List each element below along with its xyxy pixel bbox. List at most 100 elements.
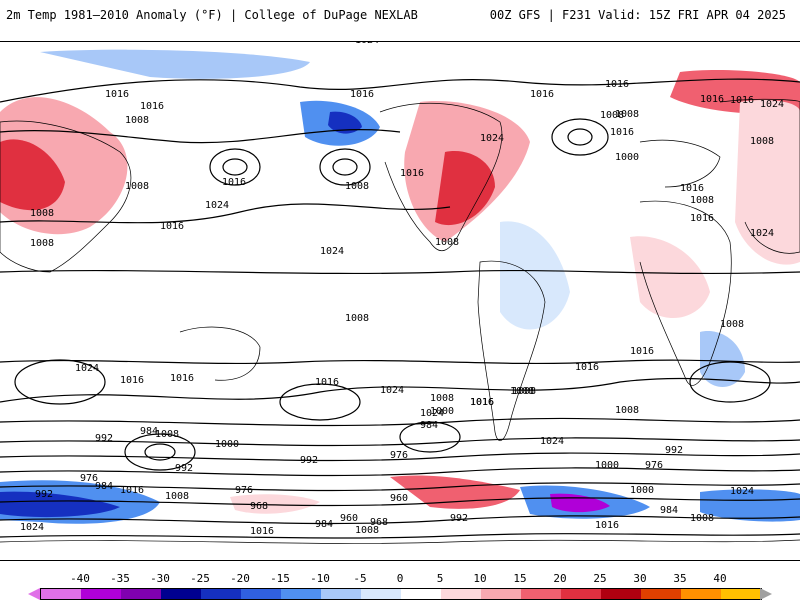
anomaly-map: 1024 1016 1016 1008 1016 1008 1016 1008 1016 1024…	[0, 42, 800, 544]
colorbar-tick-label: 30	[633, 572, 647, 585]
warm-anomaly-area	[435, 151, 495, 226]
map-panel: 1024 1016 1016 1008 1016 1008 1016 1008 1016 1024…	[0, 41, 800, 561]
antarctica-outline	[0, 539, 800, 544]
isobar-label: 1016	[160, 221, 184, 232]
colorbar-right-tip	[760, 588, 772, 600]
isobar-label: 1016	[120, 485, 144, 496]
isobar-label: 1024	[750, 228, 774, 239]
isobar-label: 1008	[430, 393, 454, 404]
isobar-label: 1008	[155, 429, 179, 440]
colorbar-tick-label: 0	[396, 572, 404, 585]
colorbar-segment	[201, 589, 241, 599]
isobar-label: 1016	[680, 183, 704, 194]
isobar-label: 1016	[700, 94, 724, 105]
isobar-label: 1008	[30, 238, 54, 249]
isobar-label: 984	[95, 481, 113, 492]
isobar-label: 1016	[470, 397, 494, 408]
isobar-label: 960	[390, 493, 408, 504]
isobar-label: 968	[370, 517, 388, 528]
colorbar-legend: -40 -35 -30 -25 -20 -15 -10 -5 0 5 10 15 20 25 30 35 40	[0, 572, 800, 600]
isobar-label: 1008	[435, 237, 459, 248]
anomaly-shading	[0, 49, 800, 524]
isobar-label: 1016	[350, 89, 374, 100]
isobar-label: 1000	[615, 152, 639, 163]
isobar-label: 1000	[630, 485, 654, 496]
isobar-label: 1016	[610, 127, 634, 138]
colorbar-tick-label: -40	[70, 572, 90, 585]
warm-anomaly-area	[230, 494, 320, 514]
isobar-label: 1024	[320, 246, 344, 257]
isobar-label: 976	[645, 460, 663, 471]
isobar-label: 1008	[510, 386, 534, 397]
isobar-label: 1000	[215, 439, 239, 450]
colorbar-tick-label: 5	[436, 572, 444, 585]
isobar-label: 1008	[690, 513, 714, 524]
warm-anomaly-area	[630, 236, 710, 319]
colorbar-tick-label: -15	[270, 572, 290, 585]
colorbar-segment	[361, 589, 401, 599]
isobar-label: 1000	[595, 460, 619, 471]
isobar-label: 1016	[222, 177, 246, 188]
isobar-label: 1024	[205, 200, 229, 211]
isobar-label: 976	[80, 473, 98, 484]
header-bar: 2m Temp 1981–2010 Anomaly (°F) | College…	[0, 0, 800, 40]
cold-anomaly-area	[0, 491, 120, 518]
product-title: 2m Temp 1981–2010 Anomaly (°F) | College…	[6, 8, 418, 22]
isobar-label: 1024	[380, 385, 404, 396]
isobar-label: 1000	[430, 406, 454, 417]
colorbar-tick-label: -30	[150, 572, 170, 585]
isobar-label: 1016	[105, 89, 129, 100]
isobar-label: 1016	[470, 397, 494, 408]
isobar-label: 1008	[345, 313, 369, 324]
isobar-label: 1016	[170, 373, 194, 384]
isobar-label: 1024	[420, 408, 444, 419]
isobar-label: 976	[390, 450, 408, 461]
isobar-label: 1016	[315, 377, 339, 388]
cold-anomaly-area	[700, 489, 800, 522]
isobar-label: 968	[250, 501, 268, 512]
colorbar-tick-label: -35	[110, 572, 130, 585]
isobar-label: 1008	[345, 181, 369, 192]
colorbar-tick-label: 10	[473, 572, 487, 585]
colorbar-tick-label: -10	[310, 572, 330, 585]
colorbar-segment	[241, 589, 281, 599]
isobar-label: 1008	[720, 319, 744, 330]
colorbar-segment	[601, 589, 641, 599]
isobar-label: 1008	[125, 181, 149, 192]
cold-anomaly-area	[40, 49, 310, 79]
warm-anomaly-area	[390, 475, 520, 509]
isobar-label: 1024	[75, 363, 99, 374]
colorbar-segment	[121, 589, 161, 599]
isobar-label: 992	[95, 433, 113, 444]
isobar-label: 1008	[600, 110, 624, 121]
cold-anomaly-area	[328, 111, 362, 134]
isobar-label: 1024	[730, 486, 754, 497]
isobar-label: 992	[35, 489, 53, 500]
colorbar-segment	[161, 589, 201, 599]
isobar-label: 1016	[250, 526, 274, 537]
isobar-label: 1008	[165, 491, 189, 502]
cold-anomaly-area	[500, 221, 570, 330]
isobar-label: 1024	[20, 522, 44, 533]
colorbar-segment	[321, 589, 361, 599]
isobar-label: 992	[300, 455, 318, 466]
colorbar-segment	[441, 589, 481, 599]
isobar-label: 984	[315, 519, 333, 530]
isobar-label: 1016	[690, 213, 714, 224]
isobar-label: 1016	[530, 89, 554, 100]
colorbar-segment	[41, 589, 81, 599]
asia-outline	[0, 120, 132, 273]
continents	[0, 98, 800, 544]
isobar-label: 984	[140, 426, 158, 437]
isobar-label: 1008	[355, 525, 379, 536]
south-america-outline	[477, 260, 546, 442]
isobar-label: 1016	[140, 101, 164, 112]
colorbar-segment	[401, 589, 441, 599]
colorbar	[40, 588, 762, 600]
isobar-label: 1024	[355, 42, 379, 46]
isobar-label: 1008	[615, 109, 639, 120]
colorbar-tick-label: 35	[673, 572, 687, 585]
isobar-label: 1016	[400, 168, 424, 179]
isobar-labels: 1024 1016 1016 1008 1016 1008 1016 1008 1016 1024…	[20, 42, 784, 537]
warm-anomaly-area	[735, 100, 800, 265]
